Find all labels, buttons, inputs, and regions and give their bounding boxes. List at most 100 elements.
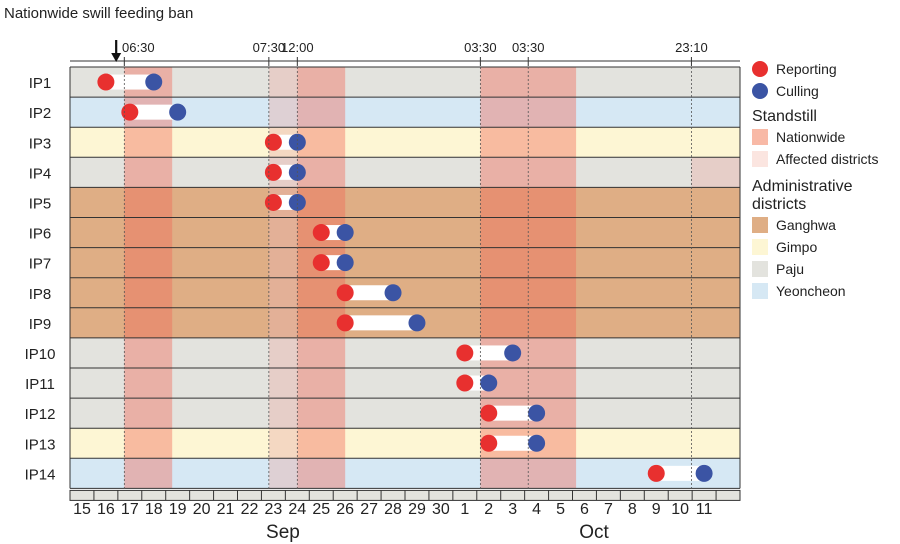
day-tick-label: 1 xyxy=(460,501,469,518)
time-marker-label: 03:30 xyxy=(464,40,497,55)
day-tick-label: 18 xyxy=(145,501,163,518)
interval-bar xyxy=(345,315,417,331)
day-tick-label: 20 xyxy=(193,501,211,518)
reporting-point xyxy=(480,434,498,452)
row-label: IP8 xyxy=(29,286,52,303)
day-tick-label: 27 xyxy=(360,501,378,518)
affected-standstill-band xyxy=(268,337,298,368)
culling-point xyxy=(336,224,354,242)
row-label: IP1 xyxy=(29,75,52,92)
culling-point xyxy=(480,374,498,392)
day-tick-label: 29 xyxy=(408,501,426,518)
affected-standstill-band xyxy=(268,458,298,489)
affected-standstill-band xyxy=(268,217,298,248)
interval-bar xyxy=(464,345,513,361)
legend-ganghwa: Ganghwa xyxy=(752,214,900,236)
day-tick-label: 7 xyxy=(604,501,613,518)
legend-reporting: Reporting xyxy=(752,58,900,80)
row-background xyxy=(70,157,740,188)
day-tick-label: 21 xyxy=(217,501,235,518)
day-tick-label: 19 xyxy=(169,501,187,518)
reporting-point xyxy=(121,103,139,121)
affected-standstill-band xyxy=(691,157,740,188)
reporting-point xyxy=(264,193,282,211)
row-label: IP7 xyxy=(29,256,52,273)
legend-culling: Culling xyxy=(752,80,900,102)
affected-standstill-band xyxy=(268,97,298,128)
culling-point xyxy=(384,284,402,302)
row-background xyxy=(70,368,740,399)
culling-point xyxy=(528,434,546,452)
reporting-point xyxy=(647,464,665,482)
nationwide-swatch xyxy=(752,129,768,145)
row-label: IP14 xyxy=(25,466,56,483)
day-tick-label: 4 xyxy=(532,501,541,518)
reporting-point xyxy=(312,224,330,242)
culling-point xyxy=(504,344,522,362)
culling-point xyxy=(336,254,354,272)
interval-bar xyxy=(105,74,154,90)
affected-standstill-band xyxy=(268,398,298,429)
reporting-point xyxy=(312,254,330,272)
culling-point xyxy=(695,464,713,482)
interval-bar xyxy=(488,405,537,421)
culling-point xyxy=(145,73,163,91)
row-label: IP2 xyxy=(29,105,52,122)
row-background xyxy=(70,337,740,368)
time-marker-label: 03:30 xyxy=(512,40,545,55)
day-tick-label: 26 xyxy=(336,501,354,518)
interval-bar xyxy=(488,435,537,451)
month-label: Oct xyxy=(579,522,609,543)
row-background xyxy=(70,217,740,248)
day-tick-label: 24 xyxy=(288,501,306,518)
row-background xyxy=(70,277,740,308)
time-marker-label: 23:10 xyxy=(675,40,708,55)
day-tick-label: 16 xyxy=(97,501,115,518)
legend-gimpo: Gimpo xyxy=(752,236,900,258)
gimpo-swatch xyxy=(752,239,768,255)
row-background xyxy=(70,67,740,98)
affected-swatch xyxy=(752,151,768,167)
culling-point xyxy=(288,133,306,151)
legend-affected: Affected districts xyxy=(752,148,900,170)
paju-swatch xyxy=(752,261,768,277)
day-tick-label: 25 xyxy=(312,501,330,518)
time-marker-label: 06:30 xyxy=(122,40,155,55)
row-label: IP4 xyxy=(29,165,52,182)
row-label: IP3 xyxy=(29,135,52,152)
row-label: IP12 xyxy=(25,406,56,423)
day-tick-label: 10 xyxy=(671,501,689,518)
culling-point xyxy=(169,103,187,121)
affected-standstill-band xyxy=(268,277,298,308)
legend-yeoncheon: Yeoncheon xyxy=(752,280,900,302)
day-tick-label: 30 xyxy=(432,501,450,518)
reporting-point xyxy=(480,404,498,422)
row-background xyxy=(70,127,740,158)
legend: Reporting Culling Standstill Nationwide … xyxy=(752,58,900,302)
reporting-point xyxy=(336,284,354,302)
culling-point xyxy=(288,193,306,211)
row-label: IP13 xyxy=(25,436,56,453)
legend-admin-title: Administrative districts xyxy=(752,178,853,213)
day-tick-label: 5 xyxy=(556,501,565,518)
interval-bar xyxy=(129,104,178,120)
day-tick-label: 2 xyxy=(484,501,493,518)
affected-standstill-band xyxy=(268,428,298,459)
reporting-point xyxy=(336,314,354,332)
row-background xyxy=(70,458,740,489)
row-label: IP10 xyxy=(25,346,56,363)
day-tick-label: 23 xyxy=(264,501,282,518)
ganghwa-swatch xyxy=(752,217,768,233)
row-label: IP9 xyxy=(29,316,52,333)
affected-standstill-band xyxy=(268,307,298,338)
reporting-point xyxy=(97,73,115,91)
reporting-point xyxy=(264,163,282,181)
reporting-point xyxy=(456,344,474,362)
day-tick-label: 17 xyxy=(121,501,139,518)
row-label: IP11 xyxy=(25,376,55,393)
month-label: Sep xyxy=(266,522,300,543)
row-label: IP5 xyxy=(29,195,52,212)
time-marker-label: 07:30 xyxy=(253,40,286,55)
reporting-marker-icon xyxy=(752,61,768,77)
